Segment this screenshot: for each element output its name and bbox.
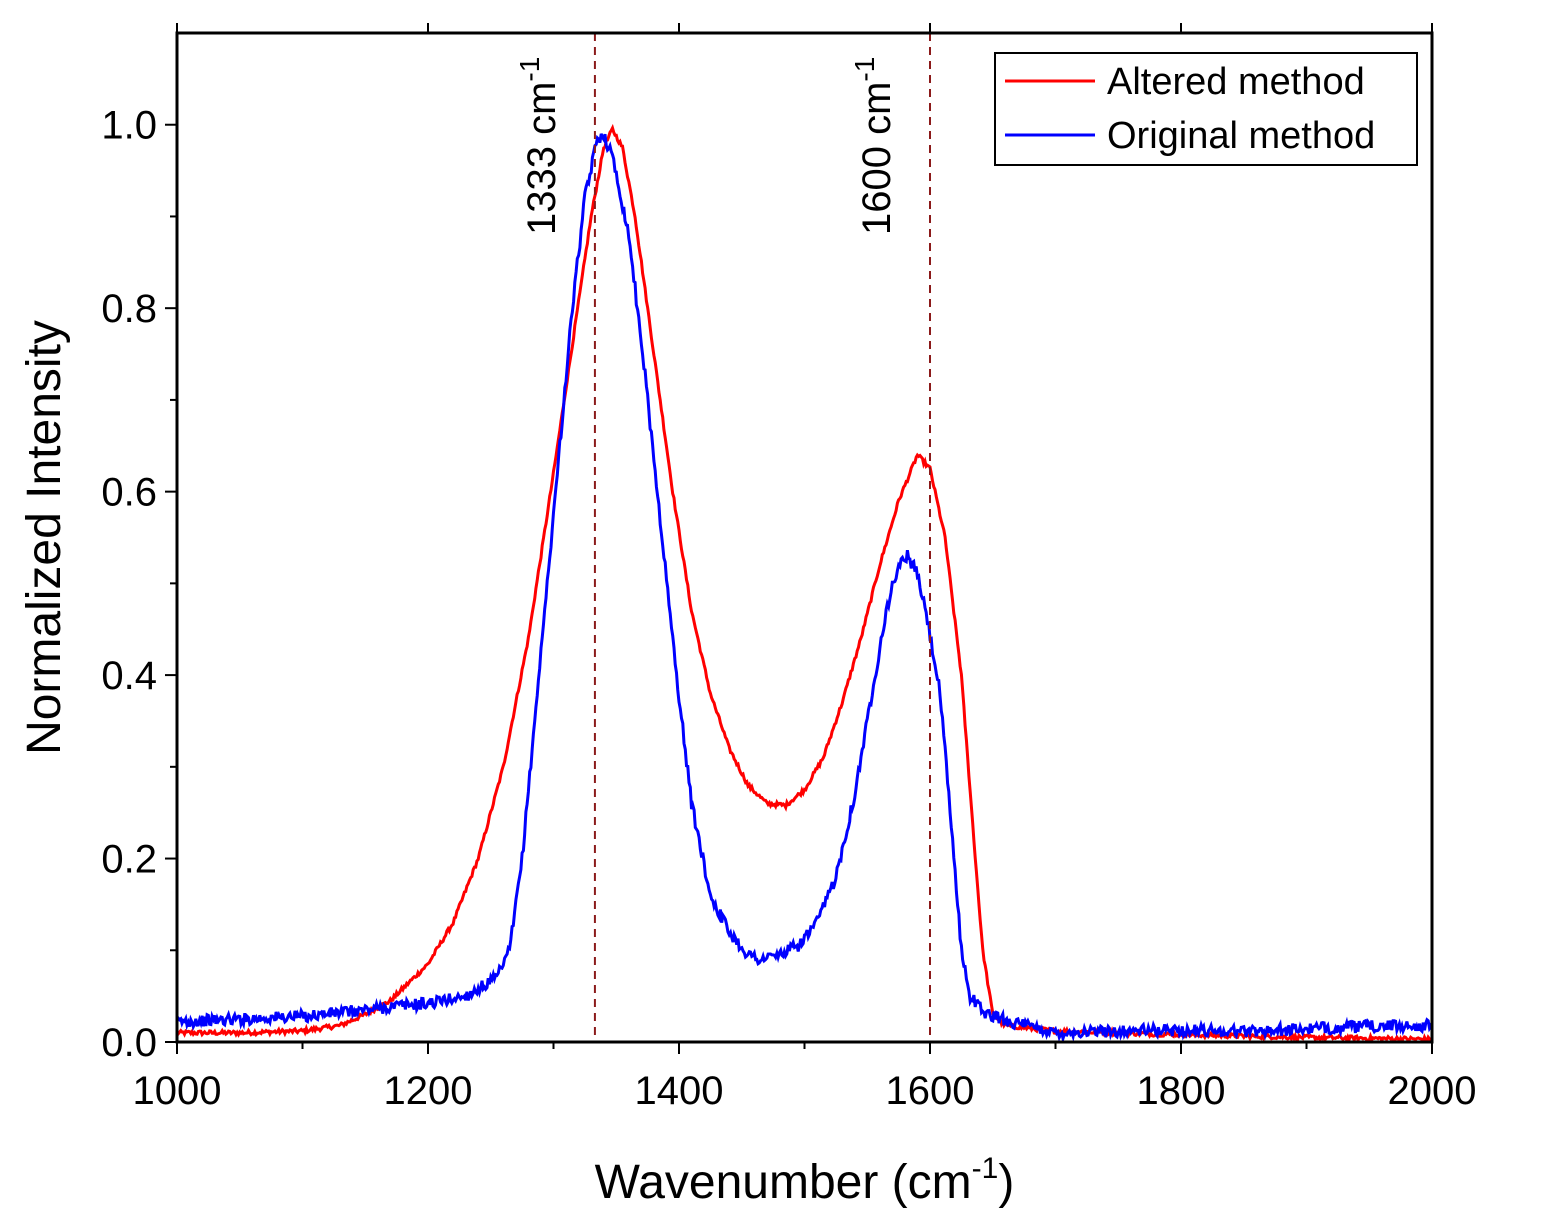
legend-label-original-method: Original method: [1107, 115, 1375, 157]
x-axis-title-suffix: ): [998, 1156, 1014, 1209]
x-axis-title-main: Wavenumber (cm: [595, 1156, 972, 1209]
legend-box: [994, 52, 1418, 166]
series-layer: [177, 123, 1432, 1042]
y-tick-label: 0.0: [101, 1021, 157, 1065]
reference-label-1600: 1600 cm-1: [849, 57, 899, 235]
y-tick-label: 0.2: [101, 838, 157, 882]
legend: Altered method Original method: [994, 52, 1418, 166]
reference-label-sup: -1: [849, 57, 880, 82]
x-axis-title-sup: -1: [972, 1152, 999, 1185]
legend-label-altered-method: Altered method: [1107, 61, 1365, 103]
y-tick-label: 1.0: [101, 104, 157, 148]
x-tick-label: 1800: [1137, 1069, 1226, 1113]
series-line-original-method: [177, 133, 1432, 1042]
y-tick-label: 0.8: [101, 287, 157, 331]
x-tick-label: 1000: [133, 1069, 222, 1113]
x-tick-label: 2000: [1388, 1069, 1477, 1113]
y-tick-label: 0.6: [101, 471, 157, 515]
y-tick-label: 0.4: [101, 654, 157, 698]
plot-frame: [175, 31, 1434, 1044]
reference-label-text: 1600 cm: [855, 82, 899, 235]
x-tick-label: 1600: [886, 1069, 975, 1113]
reference-label-sup: -1: [514, 57, 545, 82]
x-axis-title: Wavenumber (cm-1): [595, 1152, 1015, 1209]
x-tick-label: 1200: [384, 1069, 473, 1113]
x-tick-label: 1400: [635, 1069, 724, 1113]
reference-label-text: 1333 cm: [520, 82, 564, 235]
y-axis-title: Normalized Intensity: [18, 320, 71, 755]
reference-label-1333: 1333 cm-1: [514, 57, 564, 235]
axis-ticks: 1000 1200 1400 1600 1800 2000 0.0 0.2 0.4 0.6 0.8 1…: [101, 23, 1476, 1113]
series-line-altered-method: [177, 123, 1432, 1042]
